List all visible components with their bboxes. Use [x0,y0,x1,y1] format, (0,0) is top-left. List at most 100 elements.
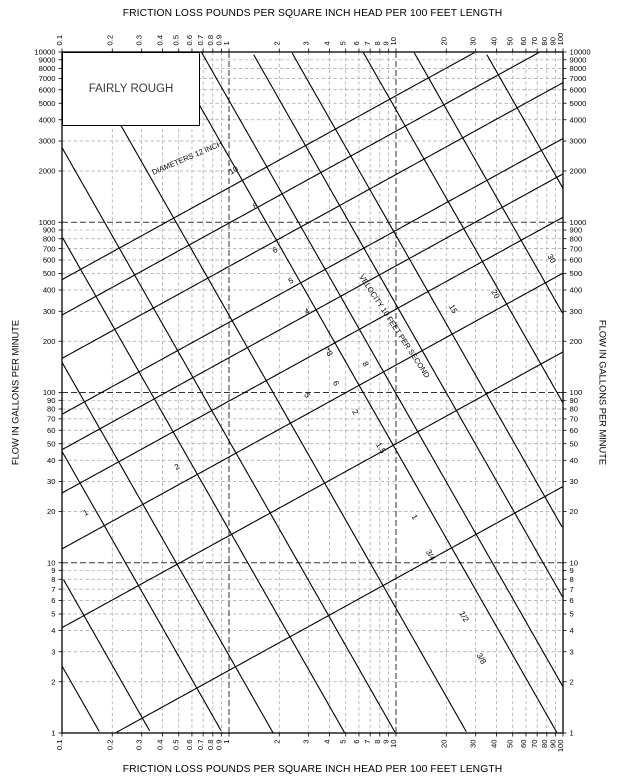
svg-text:7: 7 [363,41,372,45]
svg-text:800: 800 [570,234,583,243]
svg-text:7: 7 [363,740,372,744]
svg-text:600: 600 [570,256,583,265]
svg-text:200: 200 [570,337,583,346]
svg-text:1.5: 1.5 [374,441,388,456]
svg-text:5: 5 [51,610,55,619]
svg-text:2: 2 [272,41,281,45]
svg-text:10: 10 [47,558,55,567]
svg-text:60: 60 [47,426,55,435]
svg-text:4: 4 [51,626,55,635]
svg-text:3000: 3000 [39,137,56,146]
svg-text:70: 70 [530,37,539,45]
svg-text:0.5: 0.5 [172,740,181,751]
svg-text:400: 400 [43,286,56,295]
svg-text:100: 100 [570,388,583,397]
svg-text:100: 100 [556,33,565,46]
svg-text:2: 2 [570,677,574,686]
svg-text:30: 30 [469,37,478,45]
svg-text:6: 6 [51,596,55,605]
svg-text:10: 10 [389,37,398,45]
svg-text:8000: 8000 [39,64,56,73]
svg-text:80: 80 [570,405,578,414]
svg-text:5: 5 [302,391,312,400]
svg-text:0.6: 0.6 [185,35,194,46]
svg-text:1: 1 [82,507,91,517]
svg-text:50: 50 [47,439,55,448]
svg-text:5000: 5000 [570,99,587,108]
svg-text:0.2: 0.2 [105,740,114,751]
svg-text:5000: 5000 [39,99,56,108]
svg-text:70: 70 [47,415,55,424]
svg-text:3: 3 [51,647,55,656]
svg-text:1: 1 [410,513,420,522]
svg-text:1: 1 [222,740,231,744]
svg-text:30: 30 [570,477,578,486]
svg-text:50: 50 [506,37,515,45]
svg-text:0.7: 0.7 [196,740,205,751]
svg-text:2: 2 [173,462,182,472]
svg-text:4000: 4000 [39,115,56,124]
svg-text:40: 40 [570,456,578,465]
svg-text:50: 50 [570,439,578,448]
svg-text:1: 1 [222,41,231,45]
svg-text:9: 9 [51,566,55,575]
svg-text:3/8: 3/8 [475,652,489,667]
svg-text:3: 3 [302,41,311,45]
svg-text:40: 40 [490,740,499,748]
svg-text:1000: 1000 [39,218,56,227]
svg-text:200: 200 [43,337,56,346]
svg-text:1000: 1000 [570,218,587,227]
svg-text:30: 30 [469,740,478,748]
svg-text:5: 5 [570,610,574,619]
svg-text:6: 6 [352,740,361,744]
svg-text:300: 300 [570,307,583,316]
svg-text:10: 10 [389,740,398,748]
svg-text:900: 900 [43,226,56,235]
svg-text:10: 10 [570,558,578,567]
svg-text:300: 300 [43,307,56,316]
svg-text:40: 40 [47,456,55,465]
svg-text:90: 90 [570,396,578,405]
svg-text:2: 2 [51,677,55,686]
svg-text:100: 100 [43,388,56,397]
svg-text:20: 20 [439,740,448,748]
svg-text:8: 8 [361,360,371,369]
svg-text:0.3: 0.3 [135,740,144,751]
svg-text:4: 4 [570,626,574,635]
svg-text:90: 90 [47,396,55,405]
svg-text:7000: 7000 [570,74,587,83]
svg-text:500: 500 [570,269,583,278]
svg-text:30: 30 [47,477,55,486]
svg-text:2000: 2000 [39,167,56,176]
svg-text:0.3: 0.3 [135,35,144,46]
svg-text:50: 50 [506,740,515,748]
svg-text:6: 6 [271,245,280,255]
svg-text:20: 20 [439,37,448,45]
svg-text:9000: 9000 [570,55,587,64]
svg-text:100: 100 [556,740,565,753]
svg-text:7: 7 [51,585,55,594]
svg-text:1: 1 [570,729,574,738]
svg-text:10000: 10000 [34,48,55,57]
svg-text:70: 70 [570,415,578,424]
svg-text:4: 4 [323,41,332,45]
svg-text:40: 40 [490,37,499,45]
svg-text:2: 2 [272,740,281,744]
svg-text:0.1: 0.1 [55,740,64,751]
svg-text:70: 70 [530,740,539,748]
svg-text:700: 700 [570,244,583,253]
svg-text:8000: 8000 [570,64,587,73]
svg-text:0.1: 0.1 [55,35,64,46]
svg-text:6000: 6000 [39,85,56,94]
svg-text:2000: 2000 [570,167,587,176]
svg-text:5: 5 [339,740,348,744]
svg-text:15: 15 [447,303,459,316]
svg-text:60: 60 [570,426,578,435]
svg-text:0.6: 0.6 [185,740,194,751]
svg-text:4: 4 [323,740,332,744]
svg-text:6000: 6000 [570,85,587,94]
svg-text:800: 800 [43,234,56,243]
svg-text:3/4: 3/4 [424,548,438,563]
svg-text:20: 20 [570,507,578,516]
svg-text:600: 600 [43,256,56,265]
